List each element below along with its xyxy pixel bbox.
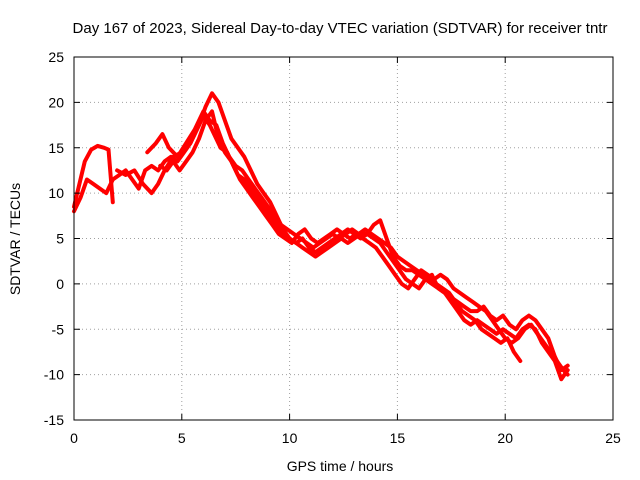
- series-track-b: [72, 143, 115, 209]
- x-tick-label: 5: [178, 430, 186, 446]
- y-tick-label: 10: [48, 185, 64, 201]
- series-track-d: [145, 109, 523, 363]
- ticks: [73, 56, 614, 421]
- grid: [74, 57, 613, 420]
- y-tick-label: -15: [44, 412, 64, 428]
- series-track-e: [158, 109, 570, 382]
- y-tick-label: -5: [52, 321, 65, 337]
- y-tick-label: 25: [48, 49, 64, 65]
- y-axis-label: SDTVAR / TECUs: [7, 183, 23, 295]
- y-tick-labels: 25 20 15 10 5 0 -5 -10 -15: [44, 49, 64, 428]
- series-layer: [72, 91, 570, 382]
- chart-title: Day 167 of 2023, Sidereal Day-to-day VTE…: [73, 20, 608, 37]
- y-tick-label: 0: [56, 276, 64, 292]
- x-tick-label: 20: [497, 430, 513, 446]
- y-tick-label: 5: [56, 231, 64, 247]
- x-tick-label: 10: [282, 430, 298, 446]
- x-axis-label: GPS time / hours: [287, 458, 394, 474]
- y-tick-label: -10: [44, 367, 64, 383]
- x-tick-label: 25: [605, 430, 621, 446]
- y-tick-label: 15: [48, 140, 64, 156]
- x-tick-labels: 0 5 10 15 20 25: [70, 430, 621, 446]
- x-tick-label: 15: [390, 430, 406, 446]
- y-tick-label: 20: [48, 94, 64, 110]
- x-tick-label: 0: [70, 430, 78, 446]
